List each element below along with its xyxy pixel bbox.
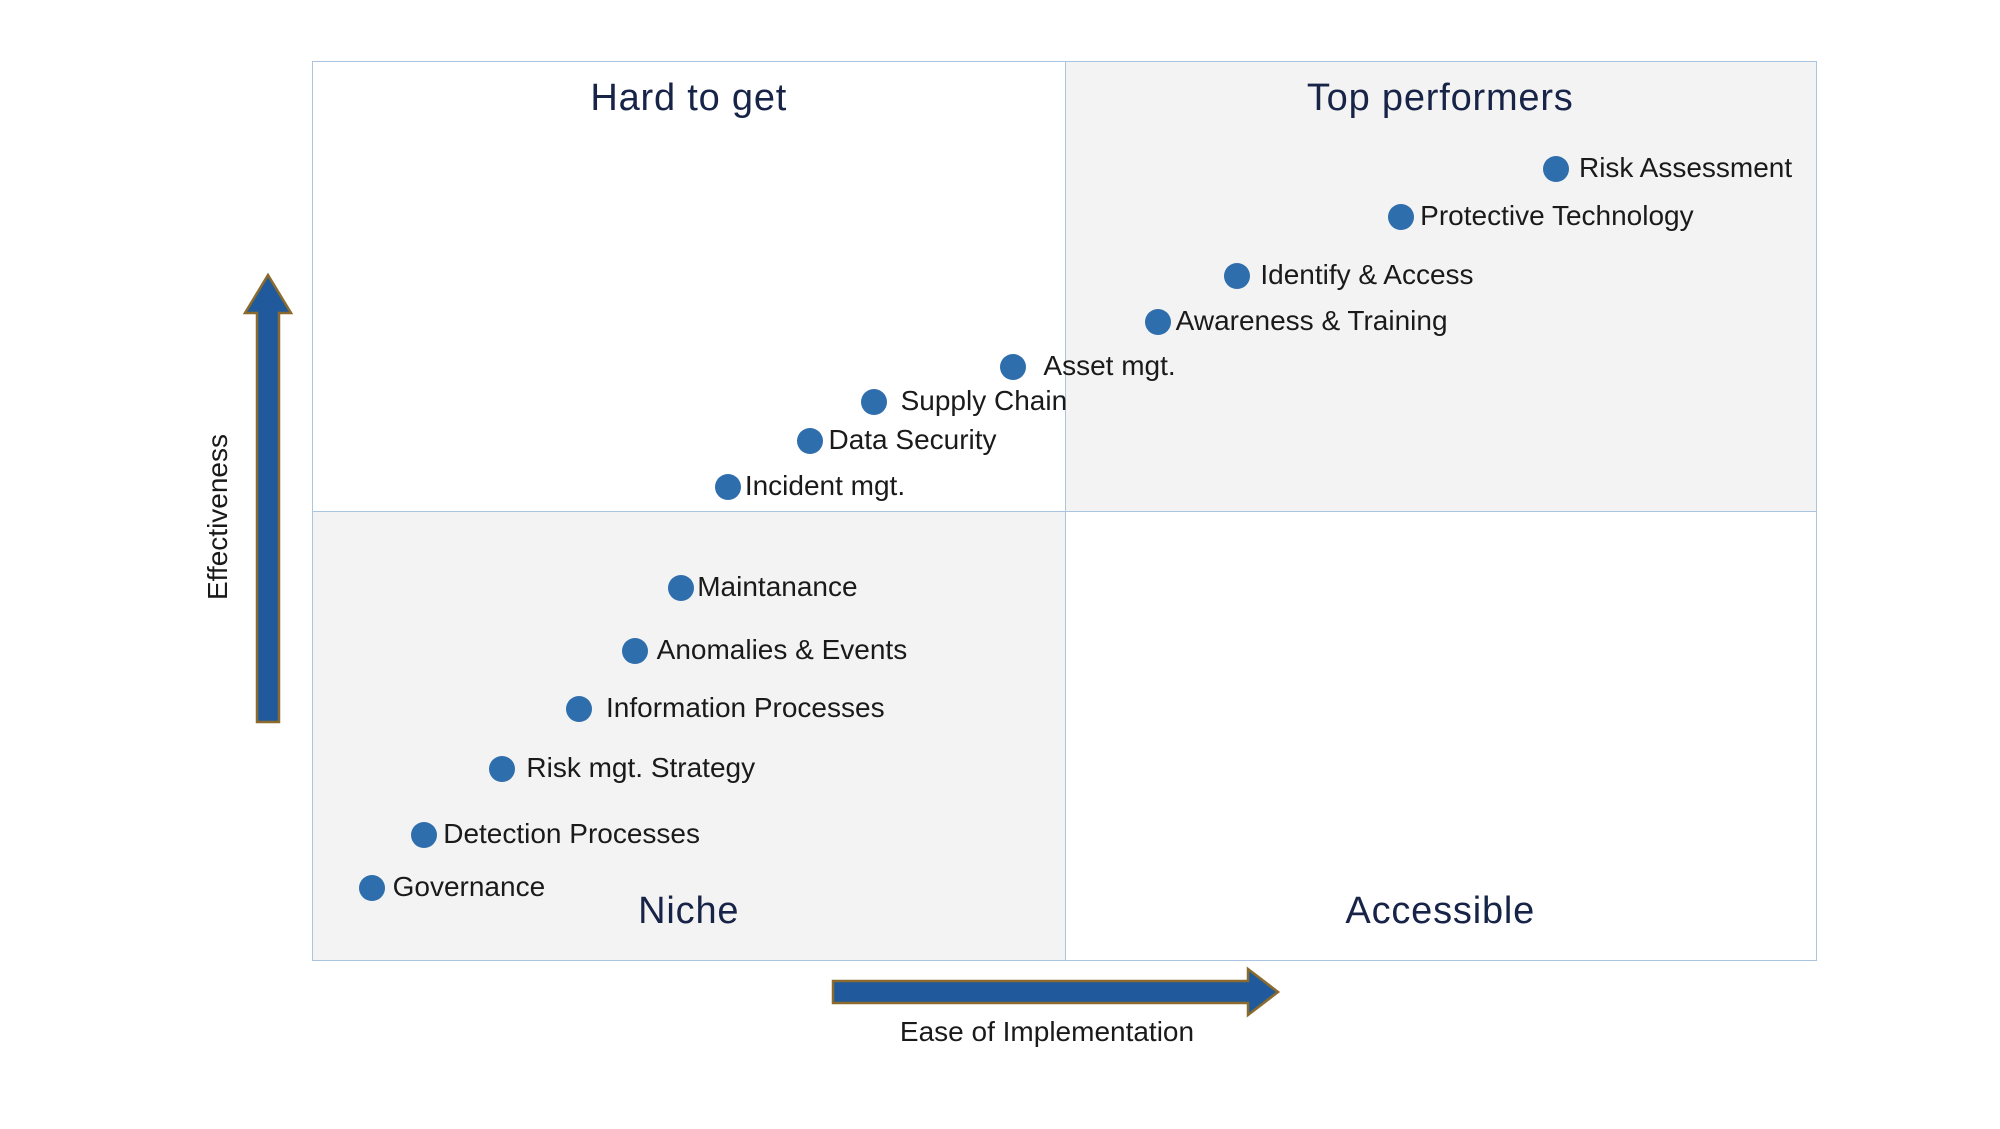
data-point: Awareness & Training (1144, 305, 1448, 337)
point-dot (1224, 262, 1251, 289)
point-dot (860, 389, 887, 416)
point-dot (1542, 155, 1569, 182)
data-point: Information Processes (566, 694, 885, 724)
data-point: Protective Technology (1388, 200, 1694, 232)
data-point: Governance (358, 871, 546, 903)
point-dot (714, 473, 741, 500)
data-point: Anomalies & Events (621, 634, 908, 666)
quadrant-title-niche: Niche (638, 890, 740, 932)
point-label: Governance (392, 871, 546, 903)
data-point: Detection Processes (411, 820, 700, 850)
y-axis-arrow (242, 272, 294, 724)
x-axis-arrow (831, 966, 1281, 1018)
point-dot (489, 755, 516, 782)
quadrant-title-accessible: Accessible (1345, 890, 1536, 932)
point-dot (358, 875, 385, 902)
point-dot (668, 575, 695, 602)
point-label: Protective Technology (1420, 200, 1694, 232)
quadrant-divider-horizontal (313, 511, 1816, 512)
point-dot (411, 822, 438, 849)
points-layer: Risk Assessment Protective Technology Iden… (313, 62, 1816, 960)
quadrant-title-hard-to-get: Hard to get (590, 77, 788, 119)
point-label: Risk Assessment (1578, 151, 1793, 183)
point-label: Maintanance (697, 571, 858, 603)
point-label: Awareness & Training (1175, 305, 1448, 337)
point-dot (566, 696, 593, 723)
data-point: Risk Assessment (1542, 151, 1793, 184)
data-point: Asset mgt. (1000, 350, 1176, 382)
data-point: Identify & Access (1224, 258, 1474, 291)
data-point: Risk mgt. Strategy (489, 751, 756, 784)
data-point: Data Security (797, 423, 997, 456)
point-label: Identify & Access (1260, 258, 1474, 290)
point-dot (1388, 204, 1415, 231)
point-label: Detection Processes (443, 818, 701, 850)
x-axis-label: Ease of Implementation (899, 1016, 1195, 1047)
point-dot (1000, 354, 1027, 381)
point-dot (621, 638, 648, 665)
plot-area: Hard to get Top performers Niche Accessi… (312, 61, 1817, 961)
point-label: Data Security (828, 423, 997, 455)
quadrant-shade-top-right (1064, 62, 1816, 511)
data-point: Maintanance (668, 571, 858, 603)
point-label: Asset mgt. (1043, 350, 1176, 382)
point-label: Risk mgt. Strategy (526, 751, 756, 783)
quadrant-title-top-performers: Top performers (1306, 77, 1574, 119)
data-point: Incident mgt. (714, 469, 906, 502)
point-label: Supply Chain (900, 385, 1068, 417)
point-label: Incident mgt. (744, 469, 906, 501)
point-dot (797, 427, 824, 454)
point-label: Anomalies & Events (656, 634, 908, 666)
data-point: Supply Chain (860, 385, 1068, 417)
y-axis-label: Effectiveness (202, 433, 233, 601)
point-dot (1144, 309, 1171, 336)
point-label: Information Processes (606, 692, 885, 724)
